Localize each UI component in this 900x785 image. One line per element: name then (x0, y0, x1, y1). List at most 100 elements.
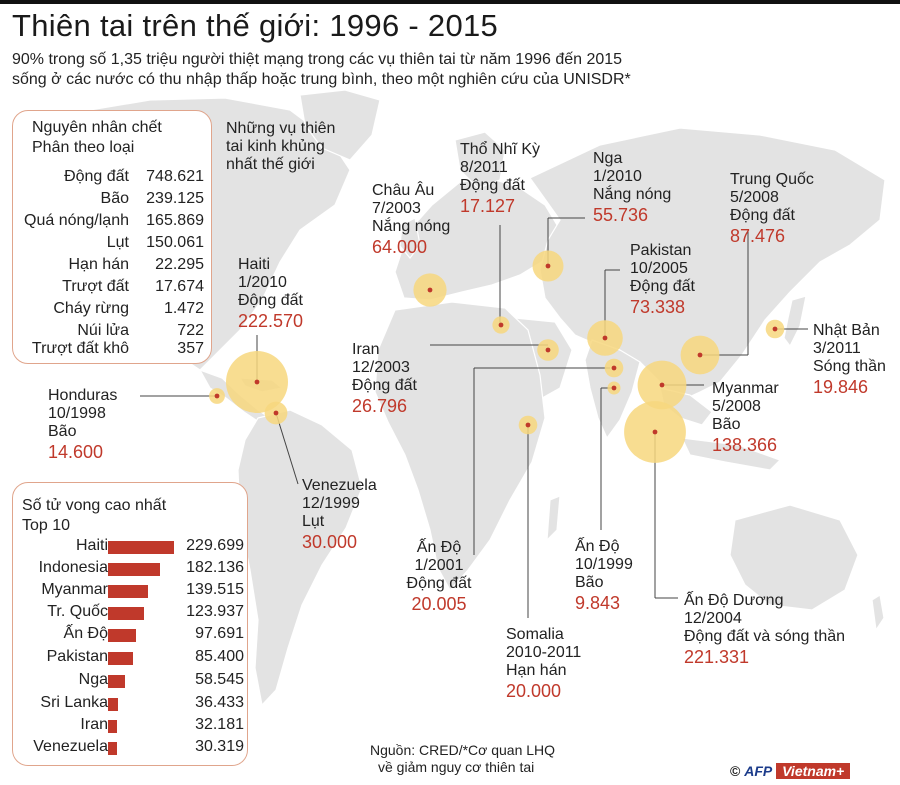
land-south-america (237, 409, 363, 707)
cause-row: Trượt đất 17.674 (14, 278, 204, 299)
event-date: 10/1999 (575, 556, 633, 573)
causes-heading-line-1: Nguyên nhân chết (32, 119, 162, 136)
event-date: 8/2011 (460, 159, 508, 176)
event-label-pakistan: Pakistan 10/2005 Động đất 73.338 (630, 242, 695, 318)
event-name: Ấn Độ (575, 538, 620, 555)
top10-country: Nga (78, 671, 108, 688)
top10-bar (108, 652, 133, 665)
cause-row: Bão 239.125 (14, 190, 204, 211)
disaster-location-dot (545, 347, 551, 353)
top10-row: Haiti 229.699 (14, 537, 244, 559)
event-deaths: 222.570 (238, 311, 304, 331)
disaster-location-dot (611, 365, 617, 371)
cause-name: Núi lửa (77, 322, 129, 339)
event-label-turkey: Thổ Nhĩ Kỳ 8/2011 Động đất 17.127 (460, 141, 540, 217)
event-type: Động đất (460, 177, 525, 194)
event-deaths: 26.796 (352, 396, 408, 416)
event-label-honduras: Honduras 10/1998 Bão 14.600 (48, 387, 117, 463)
cause-row: Lụt 150.061 (14, 234, 204, 255)
event-deaths: 19.846 (813, 377, 869, 397)
top10-value: 30.319 (195, 738, 244, 755)
top10-value: 32.181 (195, 716, 244, 733)
top10-row: Venezuela 30.319 (14, 738, 244, 760)
event-deaths: 20.000 (506, 681, 562, 701)
top10-country: Sri Lanka (40, 694, 108, 711)
event-label-europe: Châu Âu 7/2003 Nắng nóng 64.000 (372, 182, 450, 258)
top10-value: 182.136 (186, 559, 244, 576)
event-label-haiti: Haiti 1/2010 Động đất 222.570 (238, 256, 303, 332)
event-date: 1/2010 (593, 168, 642, 185)
cause-name: Quá nóng/lạnh (24, 212, 129, 229)
top10-row: Myanmar 139.515 (14, 581, 244, 603)
top10-country: Indonesia (38, 559, 108, 576)
event-type: Bão (712, 416, 741, 433)
cause-name: Trượt đất khô (31, 340, 129, 357)
top10-value: 139.515 (186, 581, 244, 598)
source-note: Nguồn: CRED/*Cơ quan LHQ về giảm nguy cơ… (370, 742, 555, 776)
event-date: 12/2003 (352, 359, 410, 376)
land-new-zealand (871, 594, 885, 632)
event-type: Bão (48, 423, 77, 440)
event-date: 2010-2011 (506, 644, 582, 661)
event-name: Iran (352, 341, 380, 358)
event-date: 7/2003 (372, 200, 421, 217)
event-type: Động đất và sóng thần (684, 628, 846, 645)
land-madagascar (546, 495, 561, 542)
top10-value: 58.545 (195, 671, 244, 688)
cause-row: Động đất 748.621 (14, 168, 204, 189)
top10-bar (108, 742, 117, 755)
event-date: 12/2004 (684, 610, 742, 627)
event-type: Lụt (302, 513, 325, 530)
land-scandinavia (454, 131, 506, 189)
event-name: Châu Âu (372, 182, 435, 199)
land-japan (783, 295, 807, 348)
event-label-somalia: Somalia 2010-2011 Hạn hán 20.000 (506, 626, 581, 702)
event-type: Động đất (630, 278, 695, 295)
brand-logo: © AFP Vietnam+ (730, 763, 851, 779)
top10-country: Myanmar (41, 581, 108, 598)
disaster-location-dot (697, 352, 703, 358)
top10-row: Nga 58.545 (14, 671, 244, 693)
top10-country: Tr. Quốc (47, 603, 108, 620)
land-indonesia (680, 437, 782, 471)
event-date: 5/2008 (712, 398, 761, 415)
event-label-indian-ocean: Ấn Độ Dương 12/2004 Động đất và sóng thầ… (684, 592, 845, 668)
event-name: Haiti (238, 256, 271, 273)
cause-row: Núi lửa 722 (14, 322, 204, 343)
top10-bar (108, 541, 174, 554)
top10-bar (108, 720, 117, 733)
event-type: Động đất (352, 377, 417, 394)
cause-name: Động đất (64, 168, 129, 185)
cause-value: 150.061 (146, 234, 204, 251)
page-title: Thiên tai trên thế giới: 1996 - 2015 (12, 8, 499, 43)
top10-heading-line-1: Số tử vong cao nhất (22, 497, 167, 514)
causes-panel (12, 110, 212, 364)
cause-row: Hạn hán 22.295 (14, 256, 205, 277)
subtitle-line-2: sống ở các nước có thu nhập thấp hoặc tr… (12, 71, 631, 88)
event-deaths: 17.127 (460, 196, 516, 216)
event-deaths: 73.338 (630, 297, 686, 317)
event-label-india-2001: Ấn Độ 1/2001 Động đất 20.005 (403, 539, 475, 615)
event-name: Myanmar (712, 380, 779, 397)
event-name: Venezuela (302, 477, 377, 494)
top10-heading-line-2: Top 10 (22, 517, 71, 534)
top10-bar (108, 675, 125, 688)
cause-name: Trượt đất (62, 278, 129, 295)
cause-row: Quá nóng/lạnh 165.869 (14, 212, 204, 233)
event-type: Bão (575, 574, 604, 591)
event-label-myanmar: Myanmar 5/2008 Bão 138.366 (712, 380, 779, 456)
top10-value: 123.937 (186, 603, 244, 620)
event-name: Nga (593, 150, 623, 167)
event-deaths: 55.736 (593, 205, 649, 225)
worst-heading-line-2: tai kinh khủng (226, 138, 325, 155)
cause-name: Hạn hán (68, 256, 130, 273)
event-date: 1/2001 (414, 557, 464, 574)
disaster-bubbles (209, 250, 785, 463)
top10-value: 85.400 (195, 648, 244, 665)
disaster-location-dot (611, 385, 617, 391)
worst-heading-line-3: nhất thế giới (226, 156, 315, 173)
cause-value: 17.674 (155, 278, 204, 295)
event-date: 5/2008 (730, 189, 779, 206)
